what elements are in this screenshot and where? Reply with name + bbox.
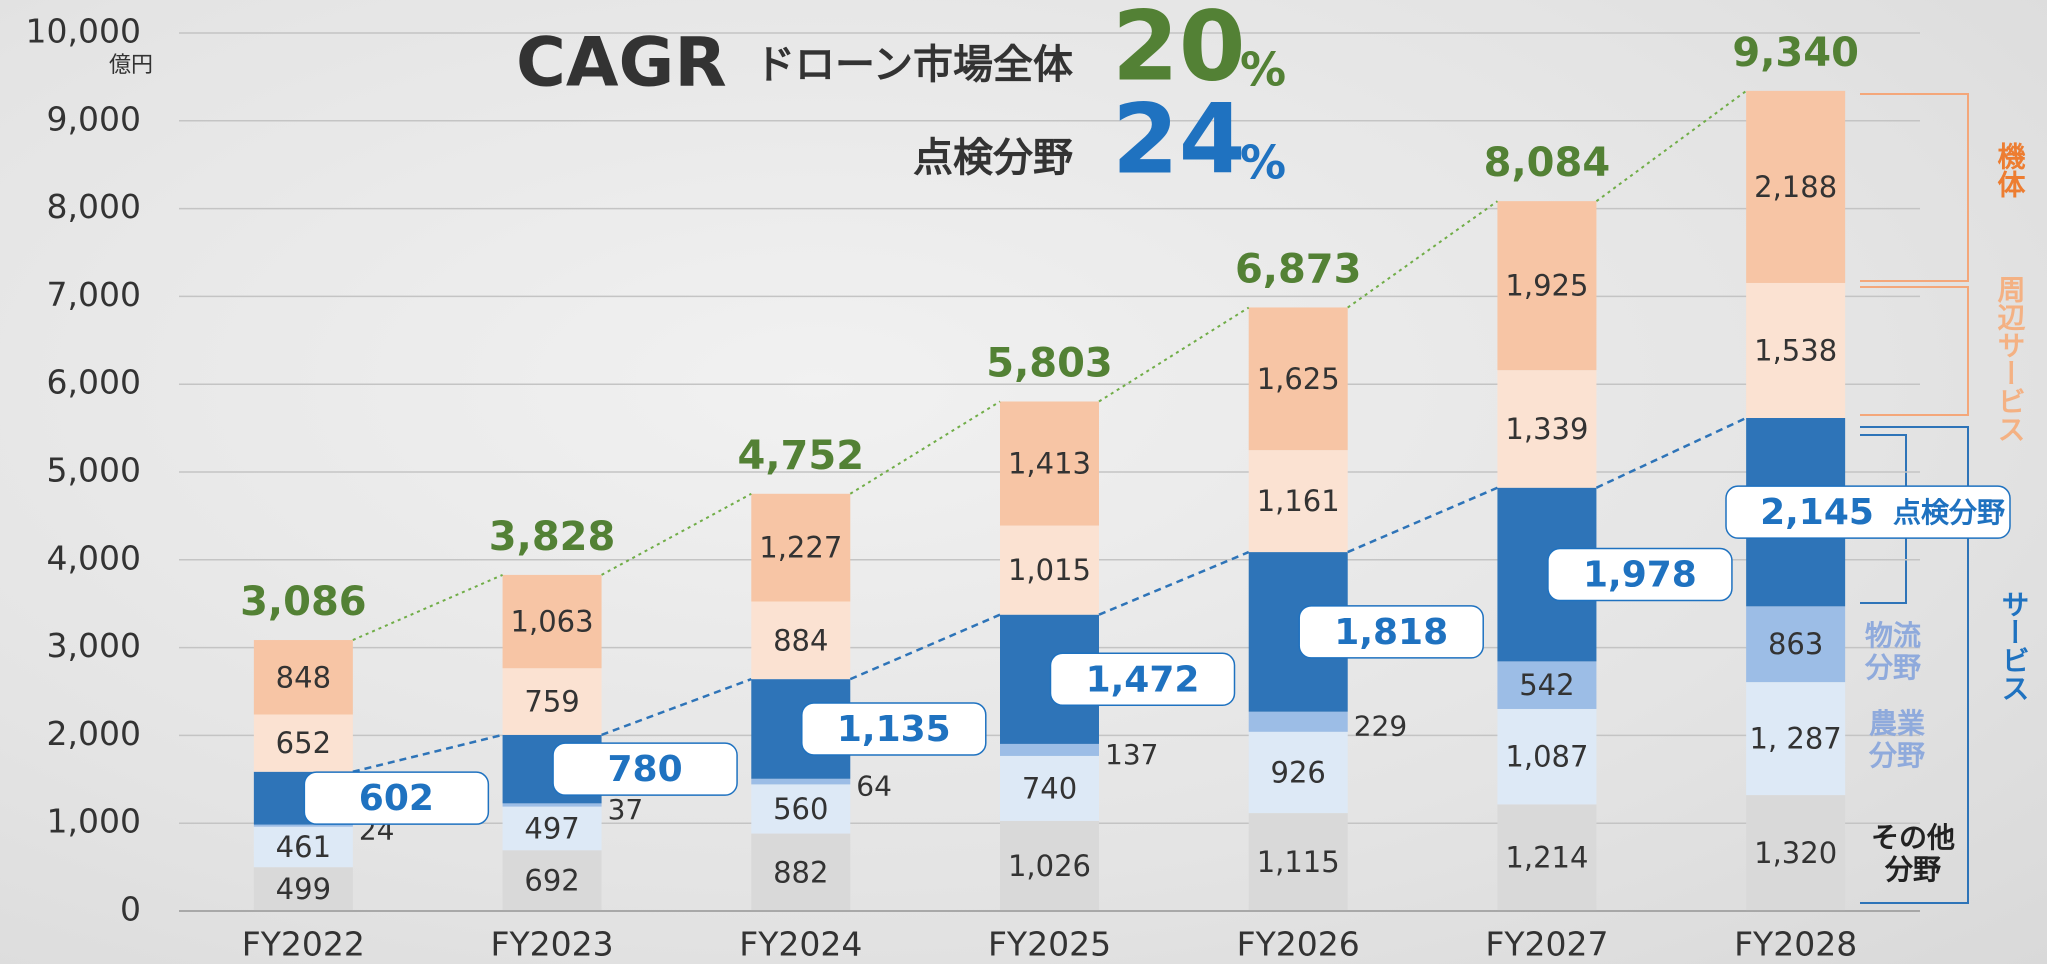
total-label: 3,828 xyxy=(489,514,616,560)
callout-value: 602 xyxy=(359,778,434,819)
value-label: 884 xyxy=(773,623,828,657)
value-label: 461 xyxy=(276,830,331,864)
y-tick-label: 5,000 xyxy=(47,451,141,490)
y-tick-label: 7,000 xyxy=(47,275,141,314)
value-label: 499 xyxy=(276,872,331,906)
callout-value: 1,135 xyxy=(837,709,951,750)
legend-label: 点検分野 xyxy=(1893,496,2005,529)
cagr-label: CAGR xyxy=(516,24,727,103)
value-label: 759 xyxy=(524,685,579,719)
value-label: 1,227 xyxy=(759,531,842,565)
value-label: 1,925 xyxy=(1505,269,1588,303)
y-tick-label: 0 xyxy=(120,890,141,929)
y-tick-label: 10,000 xyxy=(26,12,141,51)
value-label: 1,161 xyxy=(1257,484,1340,518)
value-label: 497 xyxy=(524,811,579,845)
callout-value: 780 xyxy=(607,749,682,790)
value-label: 37 xyxy=(608,793,644,826)
total-label: 3,086 xyxy=(240,579,367,625)
value-label: 560 xyxy=(773,792,828,826)
trend-line xyxy=(1348,201,1498,307)
value-label: 1,026 xyxy=(1008,849,1091,883)
legend-label: 周辺サービス xyxy=(1994,275,2027,443)
y-tick-label: 6,000 xyxy=(47,363,141,402)
cagr-unit: % xyxy=(1240,136,1286,190)
x-tick-label: FY2024 xyxy=(739,925,862,964)
callout-value: 2,145 xyxy=(1760,492,1874,533)
value-label: 926 xyxy=(1271,755,1326,789)
legend-label: その他分野 xyxy=(1871,822,1955,886)
callout-value: 1,978 xyxy=(1583,555,1697,596)
y-unit: 億円 xyxy=(109,53,153,78)
cagr-name: ドローン市場全体 xyxy=(755,42,1073,88)
y-tick-label: 1,000 xyxy=(47,802,141,841)
legend-label: 物流分野 xyxy=(1865,620,1921,684)
y-tick-label: 2,000 xyxy=(47,714,141,753)
bracket xyxy=(1860,94,1968,415)
total-label: 9,340 xyxy=(1732,30,1859,76)
value-label: 229 xyxy=(1354,710,1407,743)
value-label: 1,115 xyxy=(1257,845,1340,879)
trend-line xyxy=(850,401,1000,493)
value-label: 692 xyxy=(524,864,579,898)
cagr-name: 点検分野 xyxy=(913,135,1073,181)
x-tick-label: FY2023 xyxy=(491,925,614,964)
x-tick-label: FY2027 xyxy=(1485,925,1608,964)
value-label: 2,188 xyxy=(1754,170,1837,204)
value-label: 542 xyxy=(1519,668,1574,702)
value-label: 652 xyxy=(276,726,331,760)
value-label: 848 xyxy=(276,660,331,694)
cagr-value: 24 xyxy=(1112,83,1246,195)
trend-line xyxy=(353,735,503,772)
value-label: 1,214 xyxy=(1505,841,1588,875)
x-tick-label: FY2022 xyxy=(242,925,365,964)
value-label: 740 xyxy=(1022,771,1077,805)
value-label: 64 xyxy=(856,770,892,803)
chart: 0 1,000 2,000 3,000 4,000 5,000 6,000 7,000 8,00… xyxy=(0,0,2047,964)
bar-segment xyxy=(1249,712,1348,732)
value-label: 1,087 xyxy=(1505,740,1588,774)
x-tick-label: FY2028 xyxy=(1734,925,1857,964)
value-label: 882 xyxy=(773,855,828,889)
total-label: 8,084 xyxy=(1484,140,1611,186)
trend-line xyxy=(1099,552,1249,615)
trend-line xyxy=(1596,418,1746,488)
trend-line xyxy=(602,679,752,735)
value-label: 1,538 xyxy=(1754,333,1837,367)
value-label: 1, 287 xyxy=(1750,722,1842,756)
trend-line xyxy=(353,575,503,640)
value-label: 1,320 xyxy=(1754,836,1837,870)
value-label: 1,413 xyxy=(1008,447,1091,481)
total-label: 4,752 xyxy=(738,433,865,479)
y-tick-label: 3,000 xyxy=(47,626,141,665)
value-label: 1,339 xyxy=(1505,412,1588,446)
x-tick-label: FY2025 xyxy=(988,925,1111,964)
callout-value: 1,818 xyxy=(1334,612,1448,653)
cagr-unit: % xyxy=(1240,43,1286,97)
value-label: 1,015 xyxy=(1008,553,1091,587)
callout-value: 1,472 xyxy=(1086,659,1200,700)
trend-line xyxy=(602,494,752,575)
y-tick-label: 8,000 xyxy=(47,187,141,226)
legend-label: 機体 xyxy=(1994,142,2027,198)
value-label: 137 xyxy=(1105,738,1158,771)
trend-line xyxy=(1099,308,1249,402)
trend-line xyxy=(1596,91,1746,201)
x-tick-label: FY2026 xyxy=(1237,925,1360,964)
trend-line xyxy=(1348,488,1498,552)
total-label: 6,873 xyxy=(1235,247,1362,293)
value-label: 863 xyxy=(1768,627,1823,661)
legend-label: 農業分野 xyxy=(1869,708,1925,772)
value-label: 1,063 xyxy=(511,605,594,639)
group-label: サービス xyxy=(1998,590,2031,702)
bar-segment xyxy=(751,779,850,785)
value-label: 1,625 xyxy=(1257,362,1340,396)
bar-segment xyxy=(1000,744,1099,756)
page: 0 1,000 2,000 3,000 4,000 5,000 6,000 7,000 8,00… xyxy=(0,0,2047,964)
bar-segment xyxy=(503,803,602,806)
total-label: 5,803 xyxy=(986,340,1113,386)
y-tick-label: 9,000 xyxy=(47,99,141,138)
y-tick-label: 4,000 xyxy=(47,538,141,577)
